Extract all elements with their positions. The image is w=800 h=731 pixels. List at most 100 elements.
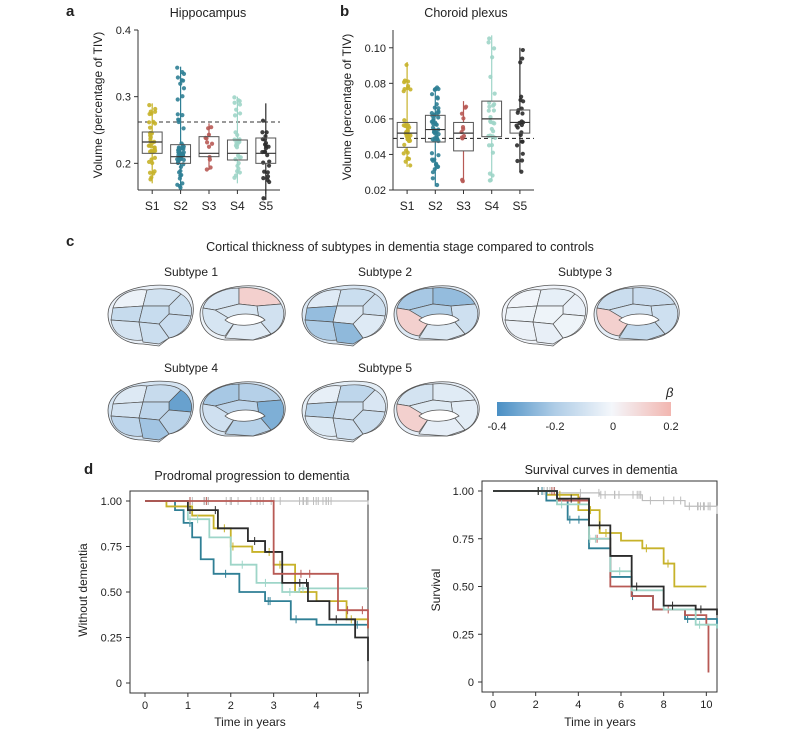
km-curve-s1 (493, 490, 707, 588)
panel-c-cortical-thickness: Cortical thickness of subtypes in dement… (107, 240, 680, 443)
data-point (432, 120, 438, 125)
y-tick-label: 0.02 (365, 185, 386, 197)
subtype-label: Subtype 2 (358, 265, 412, 279)
data-point (266, 163, 272, 168)
data-point (176, 117, 181, 122)
cortical-region (110, 305, 144, 323)
cortical-region (306, 289, 342, 309)
data-point (181, 86, 187, 91)
data-point (491, 46, 497, 51)
y-tick-label: 0 (116, 678, 122, 690)
data-point (237, 102, 243, 107)
x-tick-label: S1 (145, 199, 160, 213)
y-tick-label: 0 (468, 677, 474, 689)
data-point (175, 65, 180, 70)
data-point (487, 104, 492, 109)
data-point (204, 167, 209, 172)
data-point (435, 95, 440, 100)
x-tick-label: 10 (700, 699, 712, 711)
y-tick-label: 1.00 (101, 496, 122, 508)
data-point (515, 158, 520, 164)
corpus-callosum (418, 409, 460, 422)
medial-view (199, 381, 286, 437)
panel-a-hippocampus: Hippocampus Volume (percentage of TIV) 0… (91, 6, 280, 213)
data-point (432, 131, 438, 136)
data-point (486, 133, 491, 139)
data-point (237, 170, 242, 175)
data-point (434, 135, 439, 141)
data-point (204, 140, 210, 145)
data-point (265, 177, 270, 183)
data-point (405, 129, 410, 134)
corpus-callosum (224, 409, 266, 422)
data-point (232, 100, 237, 105)
data-point (402, 118, 407, 123)
cortical-region (110, 415, 144, 437)
km-curve-s2 (145, 500, 369, 629)
x-tick-label: S2 (173, 199, 188, 213)
data-point (147, 111, 152, 117)
data-point (237, 137, 242, 142)
data-point (520, 56, 525, 61)
cortical-region (304, 319, 338, 341)
data-point (463, 104, 469, 109)
cortical-region (306, 385, 342, 405)
data-point (520, 139, 525, 144)
box (509, 109, 531, 134)
data-point (436, 106, 441, 111)
medial-view (199, 285, 286, 341)
x-tick-label: 4 (313, 700, 319, 712)
data-point (487, 36, 492, 41)
x-tick-label: 8 (661, 699, 667, 711)
data-point (436, 115, 441, 120)
data-point (435, 182, 440, 188)
km-curve-s3 (493, 490, 710, 673)
data-point (177, 146, 182, 152)
data-point (265, 170, 270, 175)
data-point (175, 112, 180, 117)
data-point (401, 89, 406, 94)
panel-d2-ylabel: Survival (429, 569, 443, 612)
cortical-region (304, 401, 338, 419)
data-point (237, 99, 242, 104)
corpus-callosum (224, 313, 266, 326)
data-point (461, 133, 467, 139)
medial-view (393, 285, 480, 341)
lateral-view (107, 284, 194, 347)
data-point (238, 155, 243, 160)
data-point (180, 69, 185, 75)
x-tick-label: S3 (202, 199, 217, 213)
brain-map-subtype-5: Subtype 5 (301, 361, 480, 443)
x-tick-label: S5 (513, 199, 528, 213)
data-point (147, 170, 153, 175)
y-tick-label: 1.00 (453, 486, 474, 498)
data-point (514, 123, 519, 128)
subtype-label: Subtype 4 (164, 361, 218, 375)
panel-d2-title: Survival curves in dementia (525, 463, 678, 477)
data-point (408, 163, 413, 168)
data-point (406, 123, 411, 128)
x-tick-label: S4 (230, 199, 245, 213)
box (198, 136, 220, 158)
panel-label-a: a (66, 3, 75, 20)
data-point (430, 158, 436, 163)
cortical-region (332, 321, 364, 345)
data-point (488, 115, 493, 120)
data-point (237, 111, 243, 116)
data-point (152, 155, 158, 160)
subtype-label: Subtype 1 (164, 265, 218, 279)
data-point (490, 173, 495, 178)
cortical-region (432, 383, 476, 403)
data-point (261, 196, 266, 201)
y-tick-label: 0.3 (116, 92, 131, 104)
data-point (260, 130, 265, 135)
data-point (261, 176, 266, 181)
corpus-callosum (418, 313, 460, 326)
y-tick-label: 0.50 (453, 582, 474, 594)
panel-d1-xlabel: Time in years (214, 715, 286, 729)
data-point (486, 40, 491, 45)
data-point (180, 151, 185, 156)
data-point (514, 143, 520, 148)
lateral-view (107, 380, 194, 443)
data-point (176, 156, 182, 161)
